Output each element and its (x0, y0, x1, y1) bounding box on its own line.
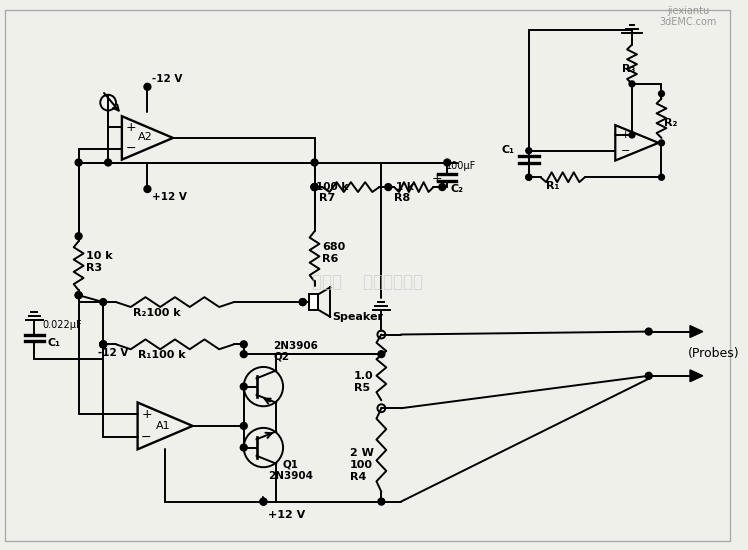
Circle shape (629, 81, 635, 87)
Text: R4: R4 (350, 472, 367, 482)
Circle shape (646, 328, 652, 335)
Text: 100 k: 100 k (316, 182, 349, 192)
Text: R₂: R₂ (664, 118, 678, 128)
Text: 2 W: 2 W (350, 448, 374, 458)
Circle shape (311, 159, 318, 166)
Circle shape (658, 174, 664, 180)
Text: 2N3906: 2N3906 (273, 341, 318, 351)
Text: C₂: C₂ (450, 184, 463, 194)
Text: C₁: C₁ (501, 145, 515, 155)
Text: −: − (126, 142, 136, 155)
Circle shape (99, 341, 107, 348)
Text: 1 k: 1 k (396, 182, 414, 192)
Text: 杭州精    科技有限公司: 杭州精 科技有限公司 (312, 273, 423, 292)
Circle shape (299, 299, 306, 305)
Text: +: + (126, 120, 136, 134)
Text: −: − (620, 146, 630, 156)
Circle shape (526, 174, 532, 180)
Circle shape (240, 351, 247, 358)
Circle shape (105, 159, 111, 166)
Circle shape (76, 292, 82, 299)
Text: Q1: Q1 (283, 459, 299, 469)
Text: R₃: R₃ (622, 64, 636, 74)
Polygon shape (690, 370, 703, 382)
Text: C₁: C₁ (47, 338, 60, 348)
Text: 0.022μF: 0.022μF (43, 320, 82, 329)
Circle shape (299, 299, 306, 305)
Circle shape (384, 184, 392, 190)
Circle shape (658, 140, 664, 146)
Text: Q2: Q2 (273, 351, 289, 361)
Circle shape (240, 444, 247, 451)
Text: 100: 100 (350, 460, 373, 470)
Circle shape (99, 341, 107, 348)
Polygon shape (690, 326, 703, 338)
Text: 2N3904: 2N3904 (269, 471, 313, 481)
Text: +: + (432, 172, 442, 185)
Text: jiexiantu: jiexiantu (667, 6, 709, 16)
Text: 1.0: 1.0 (354, 371, 373, 381)
Text: R3: R3 (87, 262, 102, 273)
Text: R7: R7 (319, 193, 336, 203)
Bar (309, 294, 319, 310)
Text: -12 V: -12 V (98, 348, 129, 358)
Text: A2: A2 (138, 132, 153, 142)
Text: +: + (141, 408, 152, 421)
Text: 680: 680 (322, 242, 346, 252)
Circle shape (526, 148, 532, 153)
Text: R₁100 k: R₁100 k (138, 350, 186, 360)
Circle shape (240, 341, 247, 348)
Text: R₂100 k: R₂100 k (132, 308, 180, 318)
Text: R6: R6 (322, 254, 339, 264)
Circle shape (378, 351, 384, 358)
Circle shape (311, 184, 318, 190)
Circle shape (144, 84, 151, 90)
Circle shape (439, 184, 446, 190)
Circle shape (646, 372, 652, 379)
Text: −: − (141, 431, 152, 444)
Text: +12 V: +12 V (153, 192, 187, 202)
Circle shape (99, 299, 107, 305)
Text: -12 V: -12 V (153, 74, 183, 84)
Text: 3dEMC.com: 3dEMC.com (659, 17, 717, 27)
Circle shape (444, 159, 450, 166)
Circle shape (76, 292, 82, 299)
Circle shape (526, 174, 532, 180)
Text: +12 V: +12 V (269, 510, 306, 520)
Text: 100μF: 100μF (447, 161, 476, 172)
Text: A1: A1 (156, 421, 171, 431)
Text: R₁: R₁ (547, 181, 560, 191)
Circle shape (240, 383, 247, 390)
Text: +: + (620, 130, 630, 140)
Circle shape (311, 184, 318, 190)
Circle shape (76, 233, 82, 240)
Text: (Probes): (Probes) (688, 347, 740, 360)
Text: 10 k: 10 k (87, 251, 113, 261)
Text: R8: R8 (394, 193, 411, 203)
Text: R5: R5 (354, 383, 370, 393)
Circle shape (311, 184, 318, 190)
Circle shape (260, 498, 267, 505)
Circle shape (240, 422, 247, 430)
Circle shape (629, 132, 635, 138)
Circle shape (99, 341, 107, 348)
Circle shape (260, 498, 267, 505)
Circle shape (76, 159, 82, 166)
Circle shape (144, 185, 151, 192)
Circle shape (658, 91, 664, 97)
Circle shape (378, 498, 384, 505)
Text: Speaker: Speaker (332, 312, 383, 322)
